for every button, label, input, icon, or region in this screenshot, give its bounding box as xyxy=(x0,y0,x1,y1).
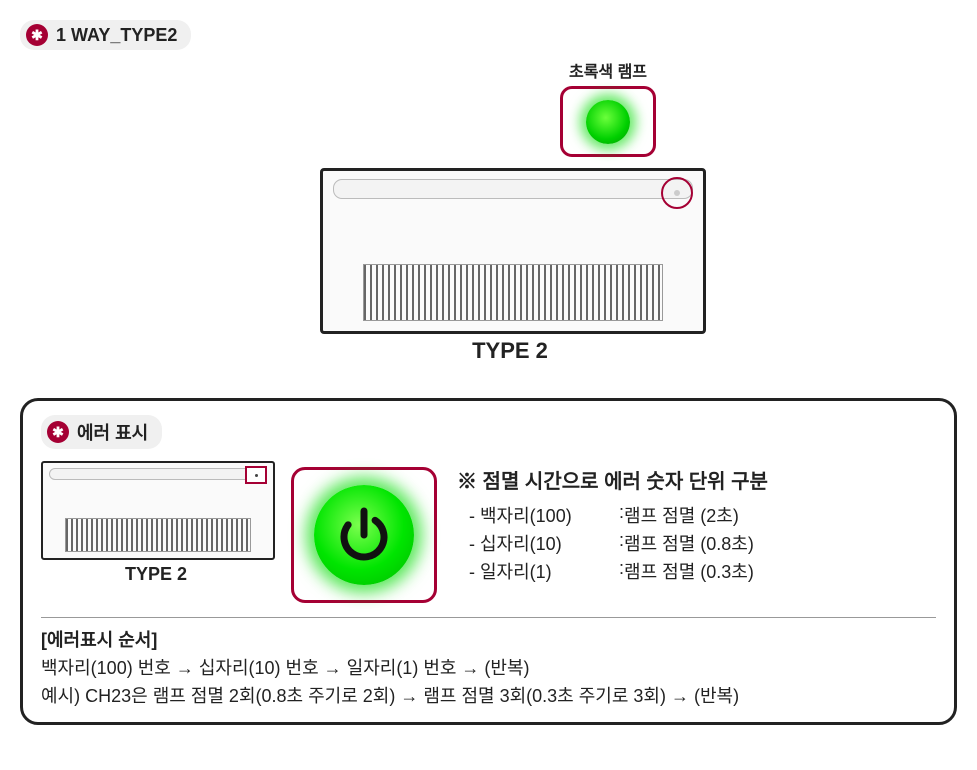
separator xyxy=(41,617,936,618)
header-badge: ✱ 1 WAY_TYPE2 xyxy=(20,20,191,50)
ac-unit-label: TYPE 2 xyxy=(320,338,700,364)
top-illustration: 초록색 램프 TYPE 2 xyxy=(20,58,957,378)
ac-lamp-marker-icon xyxy=(661,177,693,209)
sequence-line-1: 백자리(100) 번호 → 십자리(10) 번호 → 일자리(1) 번호 → (… xyxy=(41,654,936,680)
ac-vent xyxy=(363,264,663,321)
error-badge-row: ✱ 에러 표시 xyxy=(41,415,936,449)
power-lamp-box xyxy=(291,467,437,603)
blink-row-100: - 백자리(100) : 램프 점멸 (2초) xyxy=(469,502,936,528)
star-icon: ✱ xyxy=(47,421,69,443)
small-ac-label: TYPE 2 xyxy=(41,564,271,585)
sequence-title: [에러표시 순서] xyxy=(41,626,936,652)
error-top-row: TYPE 2 ※ 점멸 시간으로 에러 숫자 단위 구분 - 백자리(100) … xyxy=(41,457,936,603)
blink-row-10: - 십자리(10) : 램프 점멸 (0.8초) xyxy=(469,530,936,556)
ac-unit-illustration xyxy=(320,168,706,334)
green-lamp-icon xyxy=(586,100,630,144)
power-icon xyxy=(334,505,394,565)
error-panel: ✱ 에러 표시 TYPE 2 ※ 점멸 시간으로 에러 숫자 단위 구분 xyxy=(20,398,957,725)
blink-title: ※ 점멸 시간으로 에러 숫자 단위 구분 xyxy=(457,465,936,494)
blink-val: 램프 점멸 (0.8초) xyxy=(624,530,754,556)
blink-key: - 일자리(1) xyxy=(469,558,619,584)
small-ac-marker-icon xyxy=(245,466,267,484)
error-badge: ✱ 에러 표시 xyxy=(41,415,162,449)
green-lamp-callout: 초록색 램프 xyxy=(560,58,656,157)
error-badge-label: 에러 표시 xyxy=(77,419,148,445)
blink-val: 램프 점멸 (0.3초) xyxy=(624,558,754,584)
power-lamp-glow xyxy=(314,485,414,585)
blink-val: 램프 점멸 (2초) xyxy=(624,502,739,528)
lamp-box xyxy=(560,86,656,157)
blink-row-1: - 일자리(1) : 램프 점멸 (0.3초) xyxy=(469,558,936,584)
blink-key: - 십자리(10) xyxy=(469,530,619,556)
green-lamp-label: 초록색 램프 xyxy=(560,58,656,82)
small-ac-strip xyxy=(49,468,267,480)
star-icon: ✱ xyxy=(26,24,48,46)
small-ac-illustration xyxy=(41,461,275,560)
header-badge-row: ✱ 1 WAY_TYPE2 xyxy=(20,20,957,50)
sequence-line-2: 예시) CH23은 램프 점멸 2회(0.8초 주기로 2회) → 램프 점멸 … xyxy=(41,682,936,708)
small-ac-vent xyxy=(65,518,251,552)
header-title: 1 WAY_TYPE2 xyxy=(56,25,177,46)
blink-info: ※ 점멸 시간으로 에러 숫자 단위 구분 - 백자리(100) : 램프 점멸… xyxy=(457,465,936,586)
small-ac-column: TYPE 2 xyxy=(41,457,271,585)
blink-key: - 백자리(100) xyxy=(469,502,619,528)
ac-top-strip xyxy=(333,179,693,199)
